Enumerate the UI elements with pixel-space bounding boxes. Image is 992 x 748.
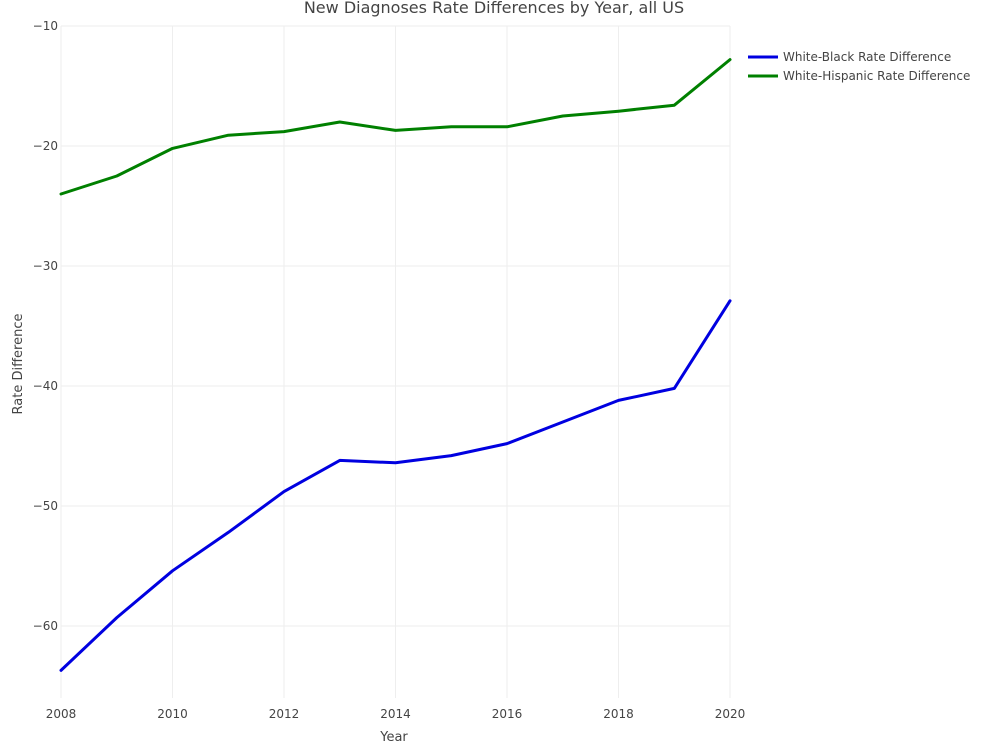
legend-label-2: White-Hispanic Rate Difference [783, 69, 970, 83]
y-tick-label: −40 [33, 379, 58, 393]
legend-label-1: White-Black Rate Difference [783, 50, 951, 64]
x-tick-label: 2008 [46, 707, 77, 721]
x-axis-title: Year [379, 730, 408, 744]
y-tick-label: −50 [33, 499, 58, 513]
x-tick-label: 2020 [715, 707, 746, 721]
chart-title: New Diagnoses Rate Differences by Year, … [304, 0, 684, 17]
x-tick-label: 2014 [380, 707, 411, 721]
axis-layer: 2008 2010 2012 2014 2016 2018 2020 −10 −20 −30 −40… [33, 19, 746, 721]
series-line-2 [59, 58, 732, 196]
y-axis-title: Rate Difference [11, 314, 26, 415]
series-line-1 [59, 299, 732, 672]
y-tick-label: −30 [33, 259, 58, 273]
x-tick-label: 2016 [492, 707, 523, 721]
x-tick-label: 2010 [157, 707, 188, 721]
x-tick-label: 2018 [603, 707, 634, 721]
grid-layer [60, 25, 731, 698]
y-tick-label: −60 [33, 619, 58, 633]
series-layer [59, 58, 732, 672]
y-tick-label: −20 [33, 139, 58, 153]
y-tick-label: −10 [33, 19, 58, 33]
legend: White-Black Rate Difference White-Hispani… [748, 50, 970, 83]
x-tick-label: 2012 [269, 707, 300, 721]
